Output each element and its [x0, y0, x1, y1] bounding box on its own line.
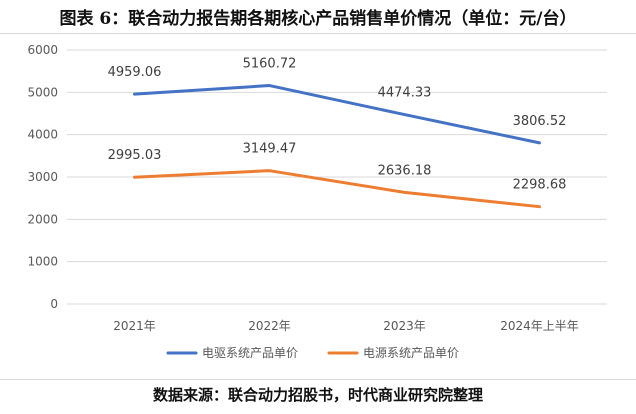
- legend: 电驱系统产品单价 电源系统产品单价: [166, 346, 459, 360]
- y-tick-label: 3000: [27, 170, 58, 184]
- x-tick-label: 2022年: [248, 319, 291, 333]
- x-tick-label: 2024年上半年: [500, 319, 579, 333]
- y-tick-label: 6000: [27, 43, 58, 57]
- series-line-1: [133, 84, 541, 145]
- y-tick-label: 4000: [27, 128, 58, 142]
- legend-label-1: 电驱系统产品单价: [202, 346, 298, 360]
- series: [133, 84, 541, 209]
- y-tick-label: 1000: [27, 255, 58, 269]
- data-label: 2995.03: [108, 148, 162, 163]
- y-tick-label: 0: [50, 297, 58, 311]
- y-axis: 0 1000 2000 3000 4000 5000 6000: [27, 43, 58, 311]
- legend-label-2: 电源系统产品单价: [363, 346, 459, 360]
- data-labels: 4959.06 5160.72 4474.33 3806.52 2995.03 3149.…: [108, 57, 567, 193]
- data-label: 3149.47: [243, 142, 297, 157]
- data-label: 5160.72: [243, 57, 297, 72]
- y-tick-label: 2000: [27, 212, 58, 226]
- series-line-2: [133, 169, 541, 209]
- data-label: 4474.33: [378, 86, 432, 101]
- data-label: 3806.52: [513, 114, 567, 129]
- y-tick-label: 5000: [27, 85, 58, 99]
- data-label: 2636.18: [378, 163, 432, 178]
- chart-area: [0, 33, 636, 380]
- x-axis: 2021年 2022年 2023年 2024年上半年: [113, 319, 579, 333]
- data-label: 4959.06: [108, 65, 162, 80]
- chart-title: 图表 6：联合动力报告期各期核心产品销售单价情况（单位：元/台）: [59, 9, 577, 29]
- x-tick-label: 2021年: [113, 319, 156, 333]
- data-label: 2298.68: [513, 178, 567, 193]
- x-tick-label: 2023年: [383, 319, 426, 333]
- source-note: 数据来源：联合动力招股书，时代商业研究院整理: [152, 386, 483, 404]
